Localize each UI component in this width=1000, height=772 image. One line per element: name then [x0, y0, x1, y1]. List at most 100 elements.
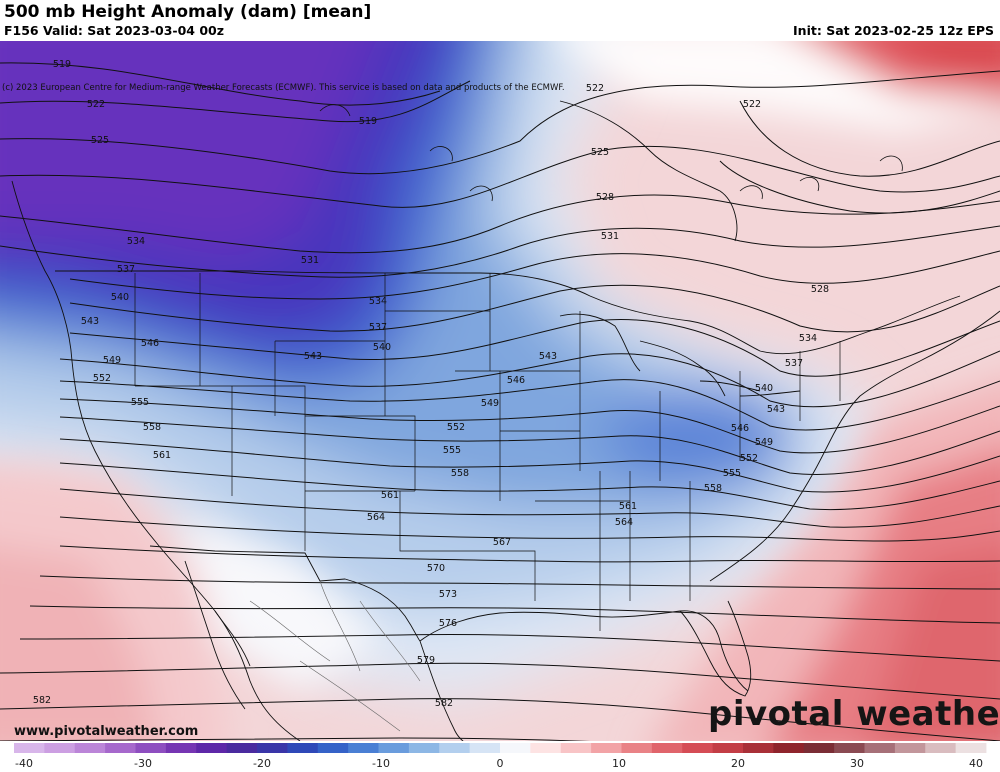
color-swatch [925, 743, 957, 753]
contour-label: 576 [439, 618, 457, 629]
color-swatch [74, 743, 106, 753]
canadian-islands [319, 104, 903, 202]
color-bar-tick: 30 [850, 757, 864, 770]
color-swatch [864, 743, 896, 753]
color-swatch [803, 743, 835, 753]
contour-label: 570 [427, 563, 445, 574]
color-bar-tick: -40 [15, 757, 33, 770]
contour-label: 540 [755, 383, 773, 394]
contour-label: 531 [601, 231, 619, 242]
color-swatch [773, 743, 805, 753]
color-bar-tick: -20 [253, 757, 271, 770]
color-swatch [226, 743, 258, 753]
contour-label: 561 [153, 450, 171, 461]
color-swatch [500, 743, 531, 753]
color-swatch [439, 743, 471, 753]
color-swatch [560, 743, 592, 753]
contour-label: 537 [117, 264, 135, 275]
contour-label: 522 [586, 83, 604, 94]
contour-label: 552 [740, 453, 758, 464]
contour-label: 549 [481, 398, 499, 409]
contour-label: 537 [369, 322, 387, 333]
color-swatch [408, 743, 440, 753]
atlantic-coast [709, 310, 1000, 582]
great-lakes [559, 313, 801, 397]
color-swatch [955, 743, 987, 753]
contour-label: 549 [103, 355, 121, 366]
contour-label: 549 [755, 437, 773, 448]
color-bar-tick: -30 [134, 757, 152, 770]
mexico-states [249, 580, 421, 732]
header: 500 mb Height Anomaly (dam) [mean] F156 … [0, 0, 1000, 40]
map-title: 500 mb Height Anomaly (dam) [mean] [4, 2, 372, 22]
contour-label: 537 [785, 358, 803, 369]
color-swatch [257, 743, 288, 753]
copyright-text: (c) 2023 European Centre for Medium-rang… [2, 83, 565, 93]
contour-label: 582 [33, 695, 51, 706]
contour-label: 546 [141, 338, 159, 349]
color-swatch [105, 743, 136, 753]
valid-time: F156 Valid: Sat 2023-03-04 00z [4, 23, 225, 38]
contour-label: 555 [723, 468, 741, 479]
contour-label: 582 [435, 698, 453, 709]
height-contours [0, 62, 1000, 741]
color-swatch [348, 743, 379, 753]
color-swatch [469, 743, 501, 753]
color-swatch [530, 743, 562, 753]
contour-label: 564 [615, 517, 633, 528]
geography [11, 100, 1000, 741]
contour-label: 567 [493, 537, 511, 548]
color-swatch [165, 743, 197, 753]
color-swatch [14, 743, 45, 753]
color-bar-scale: -40 -30 -20 -10 0 10 20 30 40 [14, 743, 987, 770]
contour-label: 579 [417, 655, 435, 666]
pivotal-weather-logo: pivotal weather [708, 694, 1000, 734]
contour-label: 552 [447, 422, 465, 433]
contour-label: 555 [131, 397, 149, 408]
contour-label: 555 [443, 445, 461, 456]
anomaly-map[interactable]: 519 519 522 522 522 525 525 528 528 531 531 534 534 5… [0, 41, 1000, 741]
contour-label: 561 [381, 490, 399, 501]
contour-label: 519 [53, 59, 71, 70]
color-swatch [651, 743, 683, 753]
gulf-coast [419, 610, 749, 692]
mexico-gulf-coast [419, 640, 464, 741]
contour-label: 543 [304, 351, 322, 362]
color-swatch [44, 743, 76, 753]
color-bar-tick: 0 [497, 757, 504, 770]
contour-label: 573 [439, 589, 457, 600]
baja-peninsula [184, 560, 251, 710]
contour-label: 522 [743, 99, 761, 110]
contour-label: 528 [596, 192, 614, 203]
us-canada-border [55, 270, 961, 355]
contour-labels: 519 519 522 522 522 525 525 528 528 531 531 534 534 5… [33, 59, 829, 709]
pacific-coast [11, 180, 301, 741]
color-swatch [591, 743, 622, 753]
hudson-bay [559, 100, 738, 242]
color-bar-tick: 20 [731, 757, 745, 770]
contour-label: 552 [93, 373, 111, 384]
color-swatch [712, 743, 744, 753]
color-swatch [621, 743, 653, 753]
florida [679, 600, 752, 697]
contour-label: 543 [81, 316, 99, 327]
contour-label: 564 [367, 512, 385, 523]
contour-label: 540 [373, 342, 391, 353]
map-panel[interactable]: 519 519 522 522 522 525 525 528 528 531 531 534 534 5… [0, 41, 1000, 741]
contour-label: 546 [507, 375, 525, 386]
color-bar-tick: 10 [612, 757, 626, 770]
website-url[interactable]: www.pivotalweather.com [14, 724, 199, 739]
color-swatch [894, 743, 926, 753]
color-swatch [834, 743, 865, 753]
state-borders [134, 273, 841, 631]
contour-label: 561 [619, 501, 637, 512]
init-time: Init: Sat 2023-02-25 12z EPS [793, 23, 994, 38]
contour-label: 558 [143, 422, 161, 433]
contour-label: 528 [811, 284, 829, 295]
color-swatch [196, 743, 228, 753]
contour-label: 543 [539, 351, 557, 362]
color-swatch [743, 743, 774, 753]
contour-label: 558 [704, 483, 722, 494]
contour-label: 525 [91, 135, 109, 146]
contour-label: 534 [799, 333, 817, 344]
